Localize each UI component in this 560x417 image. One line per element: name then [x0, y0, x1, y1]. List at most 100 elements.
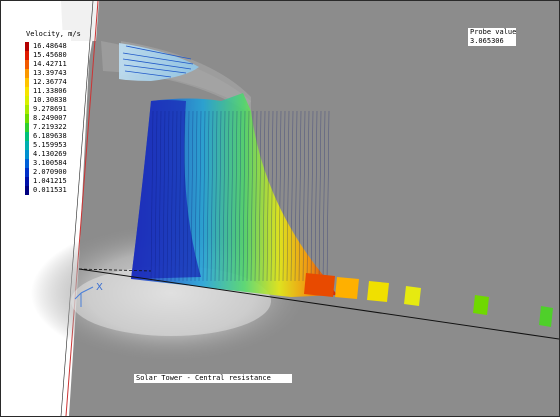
vector-hatch-line [190, 110, 194, 282]
velocity-legend: Velocity, m/s 16.48648 15.45680 14.42711 13… [23, 30, 81, 230]
legend-value: 12.36774 [33, 78, 67, 86]
vector-hatch-line [302, 110, 306, 282]
legend-swatch [25, 168, 29, 177]
legend-value: 5.159953 [33, 141, 67, 149]
vector-hatch-line [210, 110, 214, 282]
legend-value: 2.070900 [33, 168, 67, 176]
legend-value: 16.48648 [33, 42, 67, 50]
vector-hatch-line [218, 110, 222, 282]
vector-hatch-line [234, 110, 238, 282]
legend-value: 6.189638 [33, 132, 67, 140]
legend-entry: 8.249007 [25, 114, 67, 123]
legend-entry: 14.42711 [25, 60, 67, 69]
legend-value: 0.011531 [33, 186, 67, 194]
axis-x-label: X [96, 282, 103, 293]
legend-entry: 13.39743 [25, 69, 67, 78]
legend-entry: 7.219322 [25, 123, 67, 132]
vector-hatch-line [270, 110, 274, 282]
vector-hatch-line [298, 110, 302, 282]
vector-hatch-line [294, 110, 298, 282]
legend-entry: 16.48648 [25, 42, 67, 51]
vector-hatch-line [326, 110, 330, 282]
legend-value: 1.041215 [33, 177, 67, 185]
velocity-samples [304, 273, 553, 327]
legend-title: Velocity, m/s [26, 30, 81, 38]
legend-entry: 5.159953 [25, 141, 67, 150]
legend-swatch [25, 123, 29, 132]
legend-swatch [25, 159, 29, 168]
legend-swatch [25, 69, 29, 78]
legend-entry: 4.130269 [25, 150, 67, 159]
legend-entry: 10.30838 [25, 96, 67, 105]
legend-swatch [25, 105, 29, 114]
ground-line [78, 268, 559, 340]
legend-value: 9.278691 [33, 105, 67, 113]
vector-hatch-line [194, 110, 198, 282]
legend-entry: 15.45680 [25, 51, 67, 60]
legend-swatch [25, 141, 29, 150]
vector-hatch-line [290, 110, 294, 282]
vector-hatch-line [314, 110, 318, 282]
legend-swatch [25, 60, 29, 69]
vector-hatch-line [186, 110, 190, 282]
legend-list: 16.48648 15.45680 14.42711 13.39743 12.36774… [25, 42, 67, 195]
vector-hatch-line [254, 110, 258, 282]
probe-panel: Probe value 3.065306 [468, 28, 516, 46]
legend-value: 10.30838 [33, 96, 67, 104]
vector-hatch-line [150, 110, 154, 282]
legend-swatch [25, 78, 29, 87]
vector-hatch-line [286, 110, 290, 282]
legend-value: 7.219322 [33, 123, 67, 131]
vector-hatch-line [170, 110, 174, 282]
vector-hatch-line [174, 110, 178, 282]
vector-hatch-line [246, 110, 250, 282]
legend-entry: 3.100584 [25, 159, 67, 168]
legend-swatch [25, 96, 29, 105]
vector-hatch-line [222, 110, 226, 282]
vector-hatch-line [198, 110, 202, 282]
legend-swatch [25, 42, 29, 51]
legend-entry: 12.36774 [25, 78, 67, 87]
vector-hatch-line [310, 110, 314, 282]
vector-hatch-line [238, 110, 242, 282]
vector-hatch-line [178, 110, 182, 282]
vector-hatch-line [282, 110, 286, 282]
legend-value: 15.45680 [33, 51, 67, 59]
vector-hatch-line [322, 110, 326, 282]
legend-value: 13.39743 [33, 69, 67, 77]
vector-hatch-line [242, 110, 246, 282]
legend-value: 8.249007 [33, 114, 67, 122]
vector-hatch-line [166, 110, 170, 282]
vector-hatch-line [154, 110, 158, 282]
legend-swatch [25, 87, 29, 96]
vector-hatch-line [226, 110, 230, 282]
vector-hatch-line [158, 110, 162, 282]
vector-hatch-line [278, 110, 282, 282]
legend-swatch [25, 186, 29, 195]
vector-hatch-line [266, 110, 270, 282]
vector-hatch-line [230, 110, 234, 282]
legend-swatch [25, 132, 29, 141]
vector-hatch-line [206, 110, 210, 282]
legend-swatch [25, 51, 29, 60]
vector-hatch-line [162, 110, 166, 282]
legend-entry: 9.278691 [25, 105, 67, 114]
legend-entry: 0.011531 [25, 186, 67, 195]
legend-entry: 1.041215 [25, 177, 67, 186]
legend-value: 14.42711 [33, 60, 67, 68]
vector-hatch-line [318, 110, 322, 282]
legend-value: 3.100584 [33, 159, 67, 167]
legend-swatch [25, 114, 29, 123]
legend-value: 11.33806 [33, 87, 67, 95]
vector-hatch-line [182, 110, 186, 282]
legend-value: 4.130269 [33, 150, 67, 158]
probe-title: Probe value [470, 28, 517, 36]
vector-hatch-line [214, 110, 218, 282]
vector-hatch-line [258, 110, 262, 282]
legend-entry: 2.070900 [25, 168, 67, 177]
vector-hatch-line [306, 110, 310, 282]
vector-hatch-line [202, 110, 206, 282]
axis-triad [74, 286, 94, 307]
